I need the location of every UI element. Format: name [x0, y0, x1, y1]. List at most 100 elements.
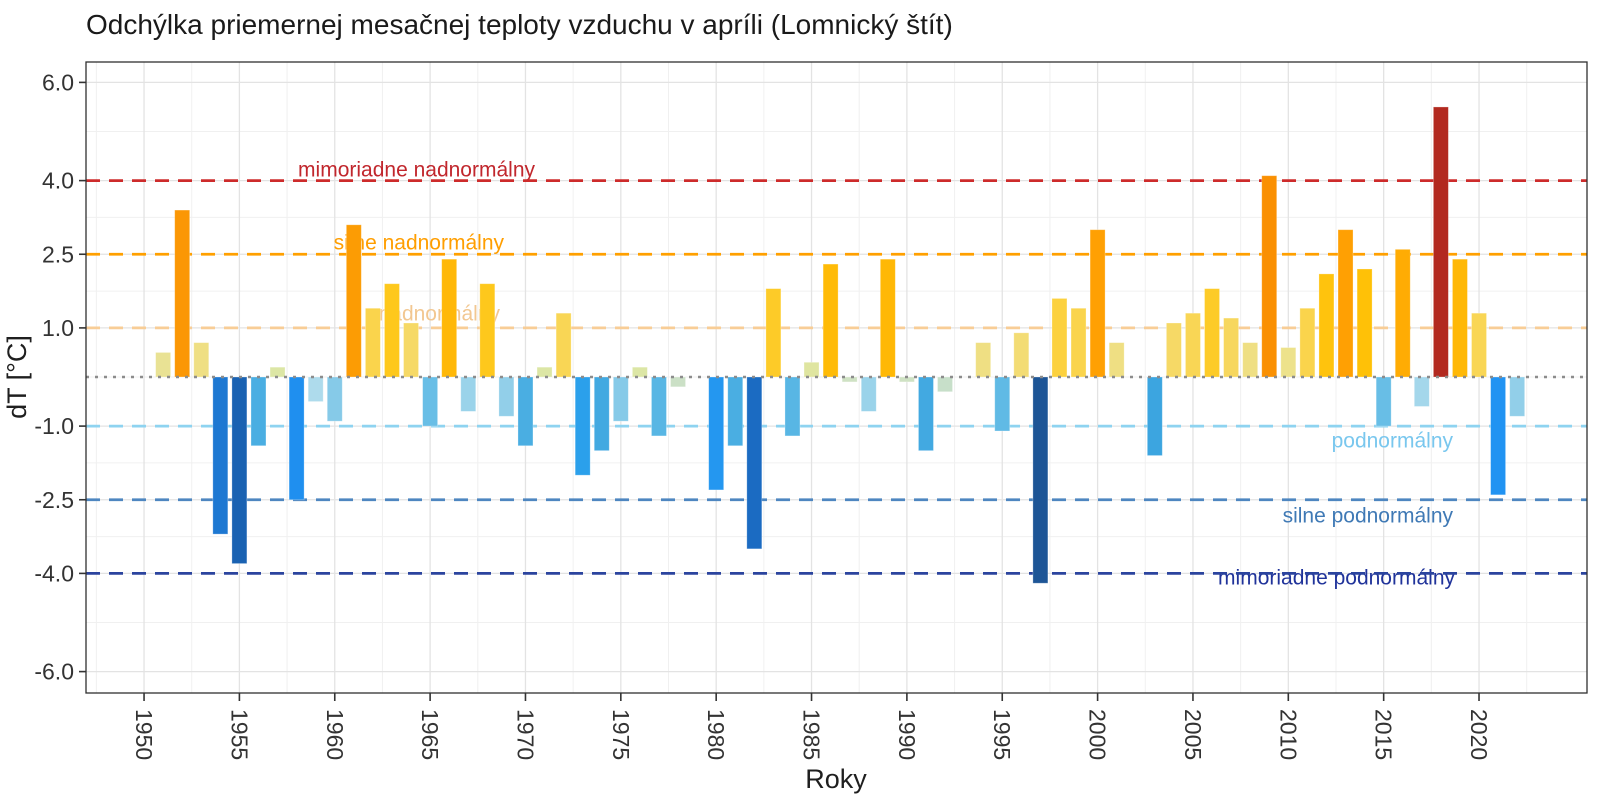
bar-1955: [231, 376, 248, 564]
bar-1951: [155, 352, 172, 378]
bar-2007: [1223, 317, 1239, 378]
threshold-label-mimoriadne-podnormálny: mimoriadne podnormálny: [1218, 567, 1455, 590]
bar-1983: [765, 288, 782, 378]
x-tick-label-1960: 1960: [322, 709, 348, 760]
x-tick-label-2000: 2000: [1085, 709, 1111, 760]
x-tick-label-2015: 2015: [1371, 709, 1397, 760]
x-tick-label-1970: 1970: [512, 709, 538, 760]
y-tick-label-4.0: 4.0: [42, 168, 74, 194]
panel-border: [85, 61, 1588, 694]
bar-1972: [555, 312, 572, 378]
bar-1994: [975, 342, 992, 378]
bar-1995: [994, 376, 1011, 432]
bar-1984: [784, 376, 801, 437]
bar-1978: [670, 376, 686, 388]
bar-1965: [422, 376, 439, 427]
bar-1998: [1051, 298, 1068, 378]
bar-2009: [1261, 175, 1278, 378]
x-tick-label-1975: 1975: [608, 709, 634, 760]
y-tick-label-1.0: 1.0: [42, 315, 74, 341]
x-tick-label-1990: 1990: [894, 709, 920, 760]
bar-2021: [1490, 376, 1506, 496]
y-tick-label--4.0: -4.0: [34, 560, 74, 586]
bar-2015: [1375, 376, 1392, 427]
y-tick-label--1.0: -1.0: [34, 413, 74, 439]
bar-1989: [879, 258, 896, 378]
threshold-label-silne-nadnormálny: silne nadnormálny: [334, 232, 505, 255]
bar-2000: [1089, 229, 1106, 378]
x-tick-label-1995: 1995: [989, 709, 1015, 760]
bar-1967: [460, 376, 477, 412]
x-axis-title: Roky: [805, 764, 867, 794]
bar-1961: [345, 224, 362, 378]
bar-1973: [574, 376, 591, 476]
bar-1976: [631, 366, 648, 378]
bar-1969: [498, 376, 515, 417]
bar-1992: [937, 376, 953, 393]
x-tick-label-2005: 2005: [1180, 709, 1206, 760]
bar-1970: [517, 376, 534, 447]
y-tick-label--6.0: -6.0: [34, 659, 74, 685]
bar-2006: [1204, 288, 1220, 378]
threshold-label-silne-podnormálny: silne podnormálny: [1283, 505, 1454, 528]
bar-2016: [1394, 248, 1411, 378]
x-tick-label-2020: 2020: [1466, 709, 1492, 760]
y-tick-label-2.5: 2.5: [42, 241, 74, 267]
bar-2022: [1509, 376, 1526, 417]
bar-1963: [384, 283, 400, 378]
bar-2004: [1165, 322, 1182, 378]
bar-1954: [212, 376, 229, 535]
bar-2012: [1318, 273, 1335, 378]
bar-2011: [1299, 307, 1316, 378]
bar-1985: [803, 361, 820, 378]
bar-1959: [307, 376, 324, 402]
plot-generated-layer: mimoriadne nadnormálny silne nadnormálny n…: [34, 61, 1588, 760]
bar-1974: [593, 376, 610, 452]
threshold-label-nadnormálny: nadnormálny: [379, 303, 501, 326]
bar-1953: [193, 342, 210, 378]
bar-1987: [841, 376, 858, 383]
bar-1968: [479, 283, 496, 378]
bar-1986: [822, 263, 839, 378]
y-tick-label--2.5: -2.5: [34, 487, 74, 513]
bar-1971: [536, 366, 553, 378]
bar-1981: [727, 376, 744, 447]
y-axis-title: dT [°C]: [2, 335, 32, 419]
bar-1957: [269, 366, 286, 378]
bar-1980: [708, 376, 725, 491]
bar-2020: [1471, 312, 1487, 378]
bar-1958: [288, 376, 305, 501]
bar-1956: [250, 376, 267, 447]
bar-1988: [860, 376, 877, 412]
bar-1964: [403, 322, 419, 378]
y-tick-label-6.0: 6.0: [42, 69, 74, 95]
x-tick-label-1980: 1980: [703, 709, 729, 760]
x-tick-label-1955: 1955: [226, 709, 252, 760]
bar-1982: [746, 376, 763, 550]
chart-title: Odchýlka priemernej mesačnej teploty vzd…: [86, 9, 953, 40]
bar-1997: [1032, 376, 1049, 584]
bar-2014: [1356, 268, 1373, 378]
bar-1975: [612, 376, 629, 422]
bar-2019: [1452, 258, 1468, 378]
bar-1960: [326, 376, 343, 422]
bar-2017: [1413, 376, 1430, 407]
bar-2005: [1185, 312, 1201, 378]
bar-1966: [441, 258, 458, 378]
bar-1991: [918, 376, 934, 452]
bar-1952: [174, 209, 191, 378]
bar-1962: [365, 307, 381, 378]
bar-2003: [1146, 376, 1163, 456]
x-tick-label-1950: 1950: [131, 709, 157, 760]
bar-1996: [1013, 332, 1030, 378]
bar-1977: [651, 376, 667, 437]
bar-2013: [1337, 229, 1354, 378]
bar-1999: [1070, 307, 1087, 378]
bar-2001: [1108, 342, 1125, 378]
threshold-label-podnormálny: podnormálny: [1332, 430, 1454, 453]
bar-2010: [1280, 347, 1297, 378]
x-tick-label-2010: 2010: [1275, 709, 1301, 760]
x-tick-label-1965: 1965: [417, 709, 443, 760]
